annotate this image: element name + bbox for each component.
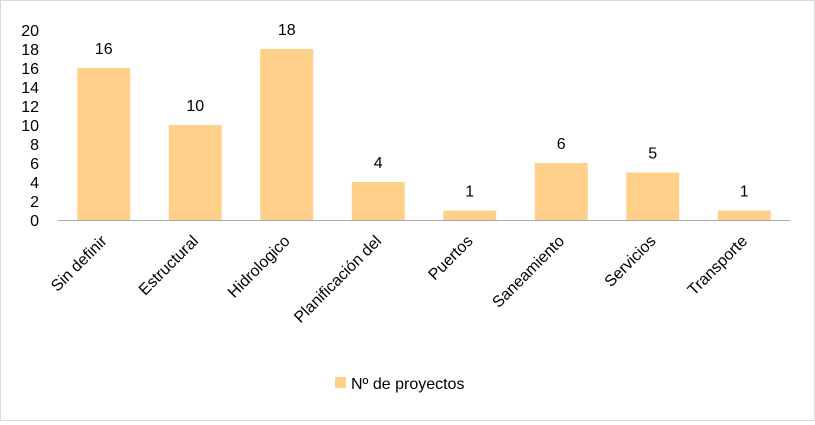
category-labels: Sin definir Estructural HidrologicoPlanifi… <box>48 232 751 326</box>
data-label: 4 <box>374 155 383 172</box>
data-label: 10 <box>186 98 204 115</box>
category-label: Sin definir <box>48 232 111 295</box>
bar <box>534 163 588 220</box>
bar <box>717 210 771 220</box>
bars <box>77 49 771 220</box>
category-label: Servicios <box>602 233 660 291</box>
legend-label: Nº de proyectos <box>351 376 464 393</box>
y-tick-label: 10 <box>21 118 39 135</box>
y-tick-label: 18 <box>21 42 39 59</box>
data-label: 18 <box>278 22 296 39</box>
legend: Nº de proyectos <box>335 376 464 393</box>
y-tick-label: 12 <box>21 99 39 116</box>
data-label: 6 <box>557 136 566 153</box>
y-tick-label: 14 <box>21 80 39 97</box>
category-label: Hidrologico <box>225 233 294 302</box>
data-label: 1 <box>465 184 474 201</box>
bar <box>77 68 131 220</box>
data-label: 16 <box>95 41 113 58</box>
y-tick-label: 4 <box>30 175 39 192</box>
category-label: Planificación del <box>291 233 385 327</box>
legend-swatch <box>335 377 346 388</box>
category-label: Estructural <box>136 233 202 299</box>
category-label: Saneamiento <box>489 233 568 312</box>
bar <box>626 172 680 220</box>
bar <box>260 49 314 220</box>
y-tick-label: 6 <box>30 156 39 173</box>
category-label: Transporte <box>685 233 751 299</box>
category-label: Puertos <box>426 233 477 284</box>
data-label: 5 <box>648 146 657 163</box>
y-tick-label: 16 <box>21 61 39 78</box>
y-axis-ticks: 0 2 4 6 8 10 12 14 16 18 20 <box>21 23 39 230</box>
bar <box>168 125 222 220</box>
bar <box>443 210 497 220</box>
y-tick-label: 0 <box>30 213 39 230</box>
y-tick-label: 20 <box>21 23 39 40</box>
data-label: 1 <box>740 184 749 201</box>
bar <box>351 182 405 220</box>
y-tick-label: 2 <box>30 194 39 211</box>
y-tick-label: 8 <box>30 137 39 154</box>
